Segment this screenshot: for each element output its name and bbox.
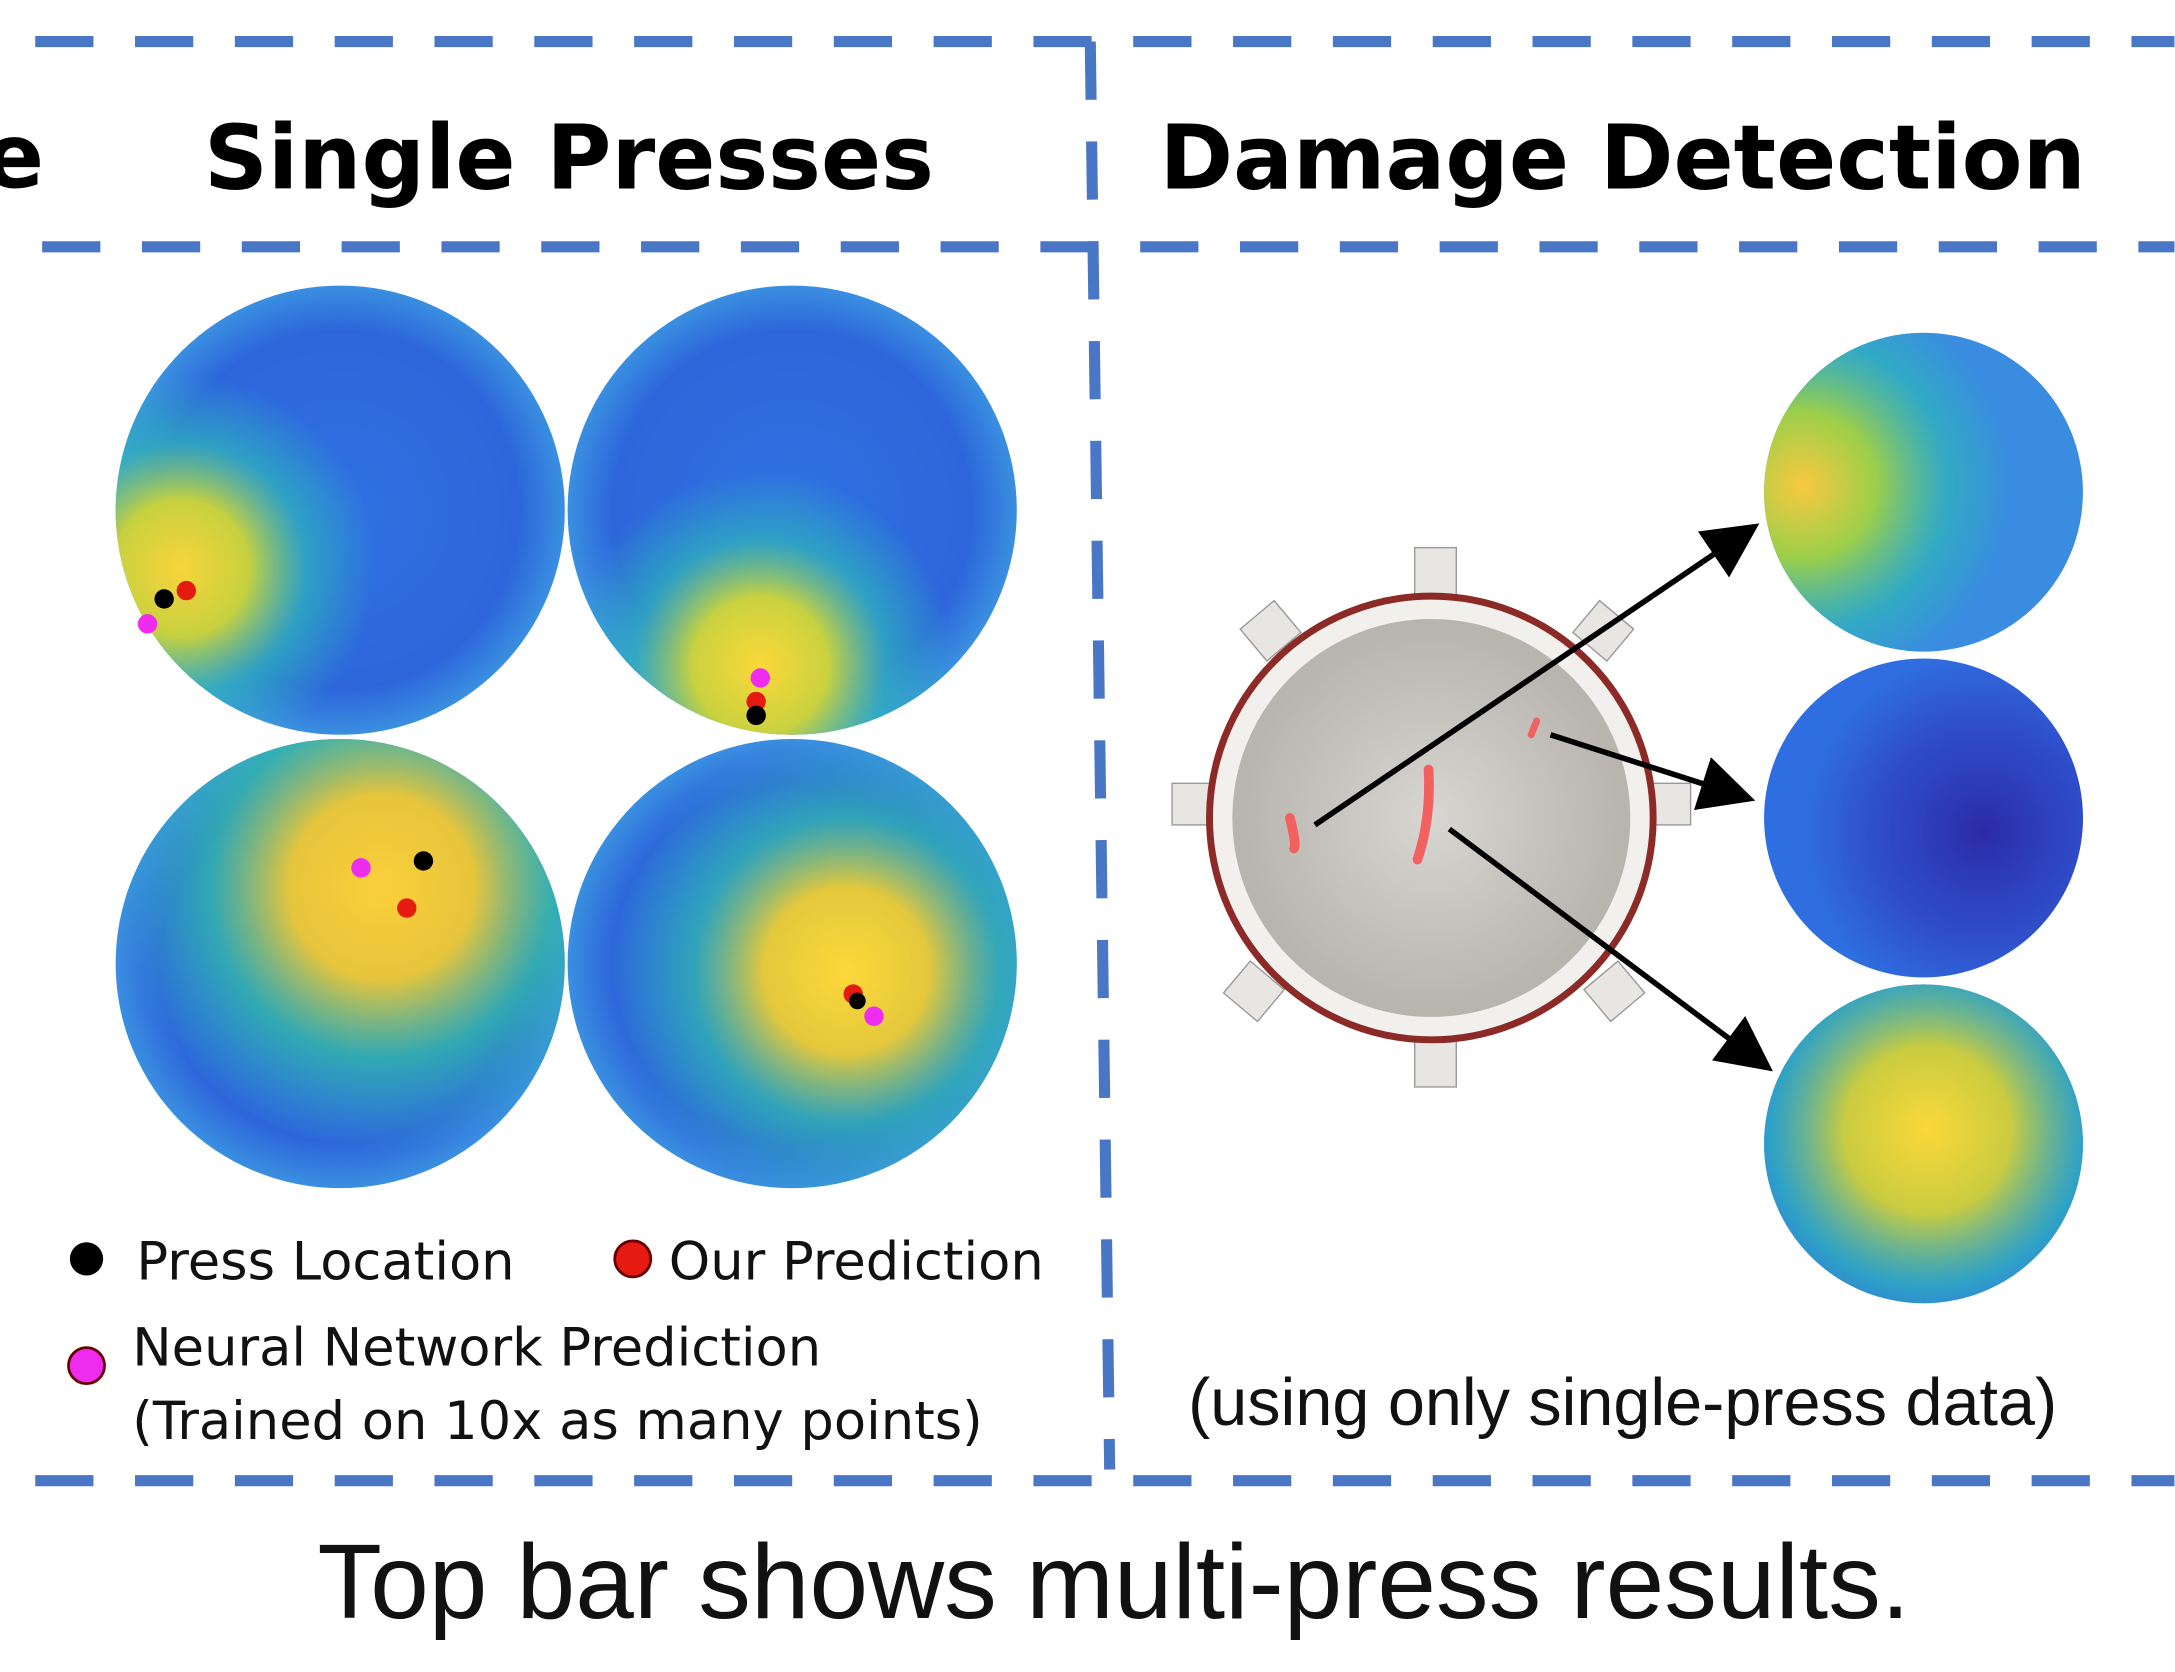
- drum-photo: [1172, 548, 1691, 1087]
- footer-caption: Top bar shows multi-press results.: [318, 1524, 1911, 1641]
- section-title: Single Presses: [204, 107, 934, 210]
- section-title: Damage Detection: [1159, 107, 2085, 210]
- fragment: e: [0, 105, 44, 208]
- legend-label: (Trained on 10x as many points): [132, 1391, 982, 1452]
- legend-label: Neural Network Prediction: [132, 1318, 821, 1379]
- legend-label: Our Prediction: [669, 1232, 1044, 1293]
- caption: (using only single-press data): [1188, 1366, 2057, 1440]
- figure: e Single Presses Damage Detection Press …: [0, 0, 2175, 1672]
- legend: Press Location Our Prediction Neural Net…: [68, 1232, 1043, 1452]
- legend-label: Press Location: [136, 1232, 514, 1293]
